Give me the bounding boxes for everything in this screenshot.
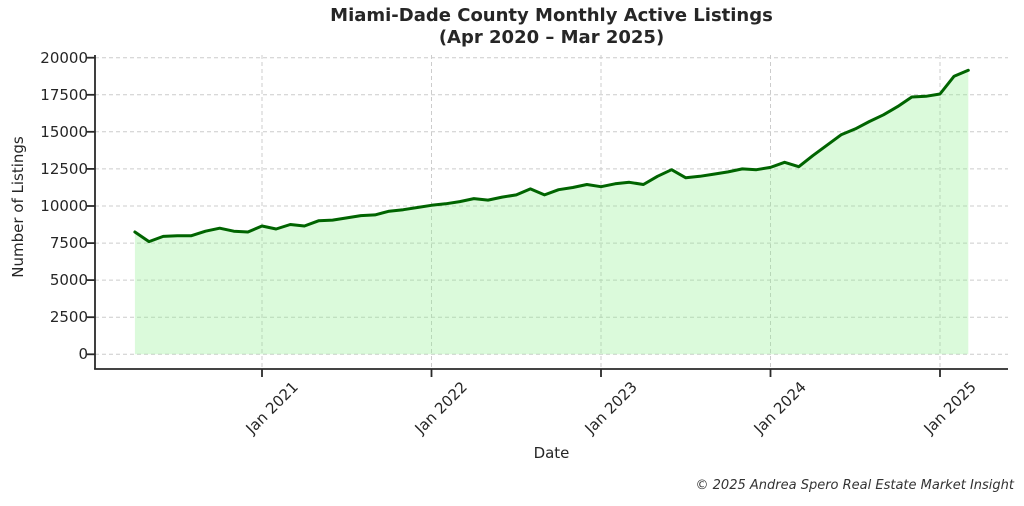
- chart-title-line2: (Apr 2020 – Mar 2025): [438, 27, 665, 48]
- y-tick-label: 7500: [49, 234, 88, 253]
- y-axis-label: Number of Listings: [9, 136, 27, 278]
- y-tick-label: 5000: [49, 271, 88, 290]
- y-tick-label: 17500: [40, 85, 88, 104]
- area-fill: [134, 70, 969, 355]
- y-tick-label: 0: [78, 345, 88, 364]
- y-tick-label: 10000: [40, 197, 88, 215]
- y-tick-label: 20000: [40, 48, 88, 67]
- copyright-credit: © 2025 Andrea Spero Real Estate Market I…: [695, 478, 1014, 493]
- listings-line: [133, 68, 970, 244]
- y-tick-label: 2500: [49, 308, 88, 327]
- y-tick-label: 12500: [40, 159, 88, 178]
- y-tick-label: 15000: [40, 122, 88, 141]
- x-axis-label: Date: [533, 444, 570, 462]
- chart-title-line1: Miami-Dade County Monthly Active Listing…: [330, 5, 773, 26]
- chart-title: Miami-Dade County Monthly Active Listing…: [95, 5, 1008, 49]
